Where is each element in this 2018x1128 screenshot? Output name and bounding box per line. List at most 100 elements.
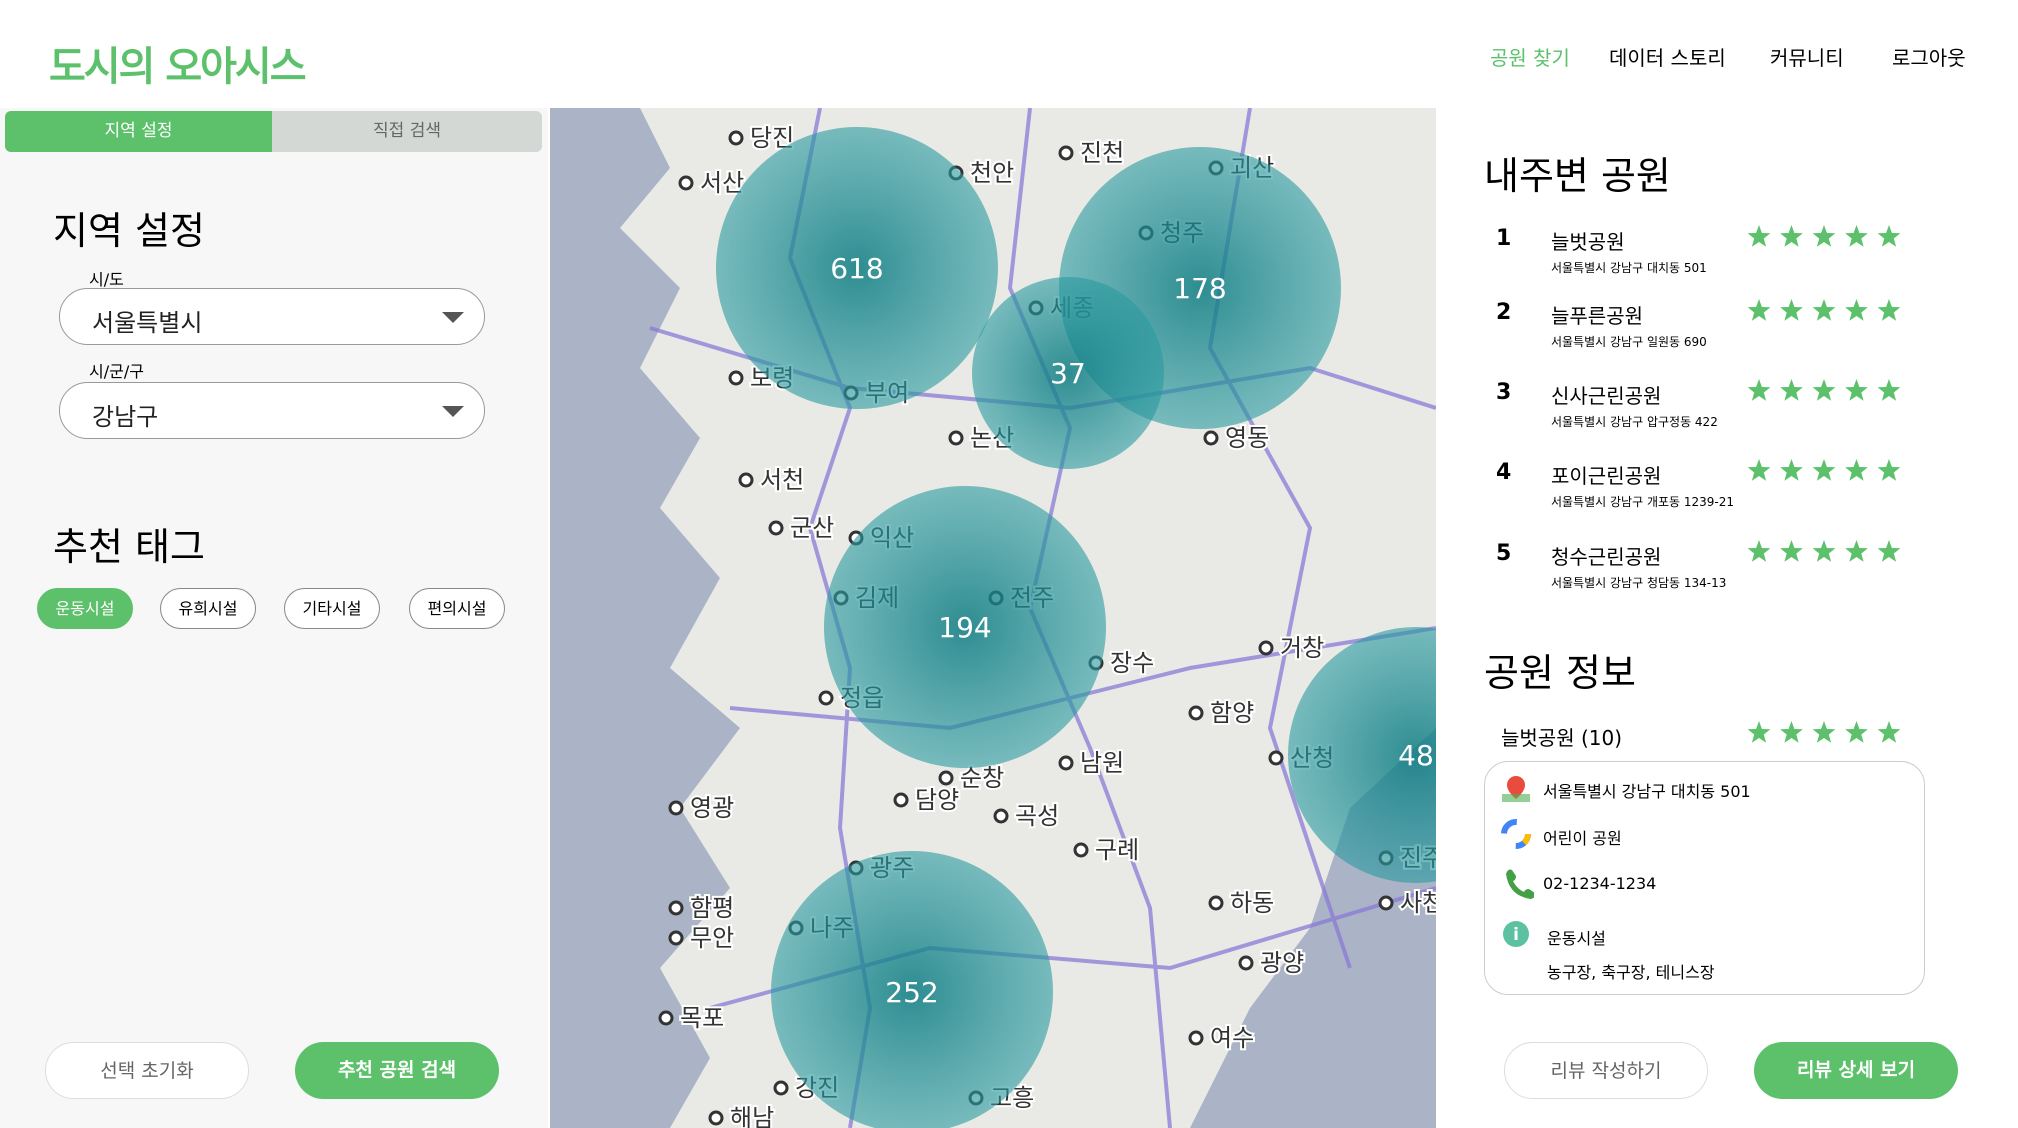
cluster-label: 252: [885, 976, 938, 1009]
star: [1747, 540, 1771, 562]
place-dot: [1188, 1030, 1204, 1046]
place-dot: [1208, 895, 1224, 911]
tab[interactable]: 지역 설정: [5, 111, 272, 152]
star: [1780, 299, 1803, 321]
cluster-label: 37: [1050, 357, 1086, 390]
map: 당진서산천안진천괴산청주세종보령부여논산영동군산익산김제정읍전주남원광주나주목포…: [550, 108, 1436, 1128]
info-facility: 운동시설: [1547, 929, 1606, 948]
star: [1812, 299, 1836, 321]
place-dot: [708, 1110, 724, 1126]
place-dot: [1058, 145, 1074, 161]
star: [1747, 379, 1771, 401]
cluster-label: 194: [938, 611, 991, 644]
place-dot: [658, 1010, 674, 1026]
rank: 2: [1496, 300, 1512, 325]
park-address: 서울특별시 강남구 압구정동 422: [1551, 415, 1718, 429]
cluster[interactable]: [716, 127, 998, 409]
place-label: 해남: [730, 1104, 774, 1128]
button[interactable]: 리뷰 상세 보기: [1754, 1042, 1958, 1099]
info-phone: 02-1234-1234: [1543, 874, 1657, 893]
star: [1780, 540, 1803, 562]
place-dot: [938, 770, 954, 786]
rank: 1: [1496, 226, 1512, 251]
star: [1877, 299, 1901, 321]
place-label: 여수: [1210, 1024, 1254, 1052]
place-label: 함평: [690, 894, 734, 922]
park-name: 늘벗공원: [1551, 230, 1625, 254]
place-dot: [668, 900, 684, 916]
tag[interactable]: 기타시설: [284, 588, 380, 629]
logo[interactable]: 도시의 오아시스: [49, 44, 307, 90]
park-name: 포이근린공원: [1551, 464, 1662, 488]
rank: 4: [1496, 460, 1512, 485]
select[interactable]: 서울특별시: [59, 288, 485, 345]
place-label: 담양: [915, 786, 959, 814]
nav-link[interactable]: 공원 찾기: [1490, 46, 1570, 70]
place-label: 거창: [1280, 634, 1324, 662]
star: [1747, 225, 1771, 247]
park-name: 늘벗공원 (10): [1501, 726, 1623, 750]
star: [1747, 459, 1771, 481]
park-address: 서울특별시 강남구 청담동 134-13: [1551, 576, 1727, 590]
stars: [1747, 459, 1901, 481]
place-dot: [668, 800, 684, 816]
place-label: 사천: [1400, 889, 1436, 917]
star: [1845, 540, 1868, 562]
place-dot: [738, 472, 754, 488]
field-label: 시/군/구: [89, 362, 144, 381]
place-label: 하동: [1230, 889, 1274, 917]
place-dot: [1378, 895, 1394, 911]
place-label: 남원: [1080, 749, 1124, 777]
select[interactable]: 강남구: [59, 382, 485, 439]
info-facility-detail: 농구장, 축구장, 테니스장: [1547, 963, 1715, 982]
place-label: 구례: [1095, 836, 1139, 864]
place-label: 함양: [1210, 699, 1254, 727]
stars: [1747, 379, 1901, 401]
field-label: 시/도: [89, 270, 124, 289]
place-dot: [1238, 955, 1254, 971]
star: [1780, 459, 1803, 481]
cluster-label: 178: [1173, 272, 1226, 305]
place-dot: [948, 430, 964, 446]
star: [1877, 540, 1901, 562]
cluster[interactable]: [972, 277, 1164, 469]
nav-link[interactable]: 커뮤니티: [1770, 46, 1844, 70]
place-dot: [1268, 750, 1284, 766]
button[interactable]: 추천 공원 검색: [295, 1042, 499, 1099]
place-dot: [678, 175, 694, 191]
star: [1747, 721, 1771, 743]
star: [1812, 379, 1836, 401]
place-dot: [1258, 640, 1274, 656]
tag[interactable]: 유희시설: [160, 588, 256, 629]
star: [1845, 721, 1868, 743]
cluster[interactable]: [771, 851, 1053, 1128]
info-type: 어린이 공원: [1543, 829, 1622, 848]
place-label: 무안: [690, 924, 734, 952]
cluster-label: 48: [1398, 739, 1434, 772]
button[interactable]: 리뷰 작성하기: [1504, 1042, 1708, 1099]
park-address: 서울특별시 강남구 일원동 690: [1551, 335, 1707, 349]
button[interactable]: 선택 초기화: [45, 1042, 249, 1099]
park-name: 늘푸른공원: [1551, 304, 1643, 328]
star: [1747, 299, 1771, 321]
place-dot: [728, 130, 744, 146]
nav-link[interactable]: 데이터 스토리: [1609, 46, 1726, 70]
info-address: 서울특별시 강남구 대치동 501: [1543, 782, 1751, 801]
star: [1877, 379, 1901, 401]
tag[interactable]: 편의시설: [409, 588, 505, 629]
cluster-label: 618: [830, 252, 883, 285]
place-dot: [1203, 430, 1219, 446]
tab[interactable]: 직접 검색: [272, 111, 542, 152]
nav-link[interactable]: 로그아웃: [1892, 46, 1966, 70]
star: [1845, 379, 1868, 401]
cluster[interactable]: [824, 486, 1106, 768]
star: [1780, 379, 1803, 401]
icons: i: [1501, 776, 1534, 947]
info-card: [1484, 761, 1925, 995]
place-label: 서산: [700, 169, 744, 197]
park-address: 서울특별시 강남구 대치동 501: [1551, 261, 1707, 275]
cluster[interactable]: [1288, 627, 1436, 883]
star: [1812, 225, 1836, 247]
tag[interactable]: 운동시설: [37, 588, 133, 629]
